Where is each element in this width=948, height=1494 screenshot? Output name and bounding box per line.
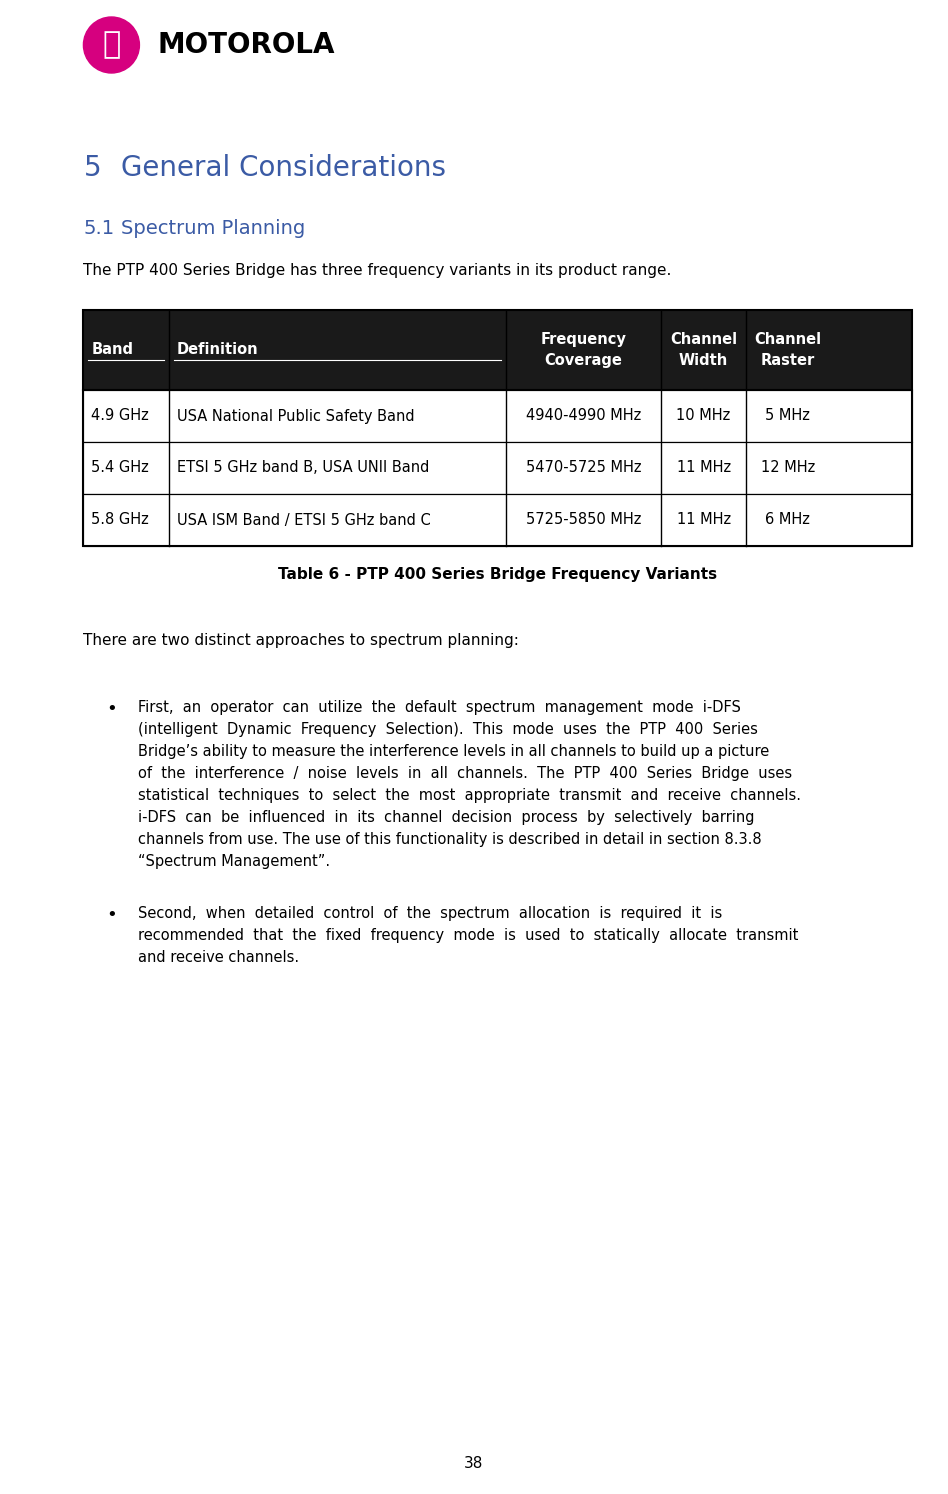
Text: 5: 5 xyxy=(83,154,101,182)
Text: Frequency
Coverage: Frequency Coverage xyxy=(540,332,627,368)
Text: First,  an  operator  can  utilize  the  default  spectrum  management  mode  i-: First, an operator can utilize the defau… xyxy=(138,701,741,716)
Text: 5.4 GHz: 5.4 GHz xyxy=(91,460,149,475)
Text: “Spectrum Management”.: “Spectrum Management”. xyxy=(138,855,331,870)
Bar xyxy=(83,442,912,495)
Text: i-DFS  can  be  influenced  in  its  channel  decision  process  by  selectively: i-DFS can be influenced in its channel d… xyxy=(138,810,755,825)
Circle shape xyxy=(83,16,139,73)
Text: recommended  that  the  fixed  frequency  mode  is  used  to  statically  alloca: recommended that the fixed frequency mod… xyxy=(138,928,799,943)
Text: Channel
Width: Channel Width xyxy=(670,332,738,368)
Bar xyxy=(83,309,912,545)
Text: 11 MHz: 11 MHz xyxy=(677,460,731,475)
Text: USA ISM Band / ETSI 5 GHz band C: USA ISM Band / ETSI 5 GHz band C xyxy=(176,512,430,527)
Bar xyxy=(83,390,912,442)
Text: of  the  interference  /  noise  levels  in  all  channels.  The  PTP  400  Seri: of the interference / noise levels in al… xyxy=(138,766,793,781)
Text: (intelligent  Dynamic  Frequency  Selection).  This  mode  uses  the  PTP  400  : (intelligent Dynamic Frequency Selection… xyxy=(138,722,758,737)
Text: 5.8 GHz: 5.8 GHz xyxy=(91,512,149,527)
Text: General Considerations: General Considerations xyxy=(121,154,447,182)
Bar xyxy=(83,309,912,390)
Text: •: • xyxy=(106,701,117,719)
Text: Table 6 - PTP 400 Series Bridge Frequency Variants: Table 6 - PTP 400 Series Bridge Frequenc… xyxy=(278,566,718,581)
Text: 5725-5850 MHz: 5725-5850 MHz xyxy=(526,512,641,527)
Text: 5.1: 5.1 xyxy=(83,218,115,238)
Text: statistical  techniques  to  select  the  most  appropriate  transmit  and  rece: statistical techniques to select the mos… xyxy=(138,787,801,802)
Text: Channel
Raster: Channel Raster xyxy=(754,332,821,368)
Text: USA National Public Safety Band: USA National Public Safety Band xyxy=(176,408,414,423)
Text: Second,  when  detailed  control  of  the  spectrum  allocation  is  required  i: Second, when detailed control of the spe… xyxy=(138,905,722,920)
Text: There are two distinct approaches to spectrum planning:: There are two distinct approaches to spe… xyxy=(83,632,520,647)
Text: Ⓜ: Ⓜ xyxy=(102,30,120,60)
Text: The PTP 400 Series Bridge has three frequency variants in its product range.: The PTP 400 Series Bridge has three freq… xyxy=(83,263,672,278)
Text: Spectrum Planning: Spectrum Planning xyxy=(121,218,305,238)
Text: 4.9 GHz: 4.9 GHz xyxy=(91,408,149,423)
Text: 4940-4990 MHz: 4940-4990 MHz xyxy=(526,408,641,423)
Text: and receive channels.: and receive channels. xyxy=(138,950,300,965)
Text: 10 MHz: 10 MHz xyxy=(677,408,731,423)
Text: Band: Band xyxy=(91,342,134,357)
Text: 5 MHz: 5 MHz xyxy=(765,408,811,423)
Text: 38: 38 xyxy=(465,1457,483,1472)
Text: 5470-5725 MHz: 5470-5725 MHz xyxy=(526,460,641,475)
Text: 11 MHz: 11 MHz xyxy=(677,512,731,527)
Text: Definition: Definition xyxy=(176,342,259,357)
Text: 12 MHz: 12 MHz xyxy=(760,460,815,475)
Text: channels from use. The use of this functionality is described in detail in secti: channels from use. The use of this funct… xyxy=(138,832,762,847)
Bar xyxy=(83,495,912,545)
Text: Bridge’s ability to measure the interference levels in all channels to build up : Bridge’s ability to measure the interfer… xyxy=(138,744,770,759)
Text: •: • xyxy=(106,905,117,923)
Text: ETSI 5 GHz band B, USA UNII Band: ETSI 5 GHz band B, USA UNII Band xyxy=(176,460,429,475)
Text: MOTOROLA: MOTOROLA xyxy=(157,31,335,58)
Text: 6 MHz: 6 MHz xyxy=(765,512,811,527)
